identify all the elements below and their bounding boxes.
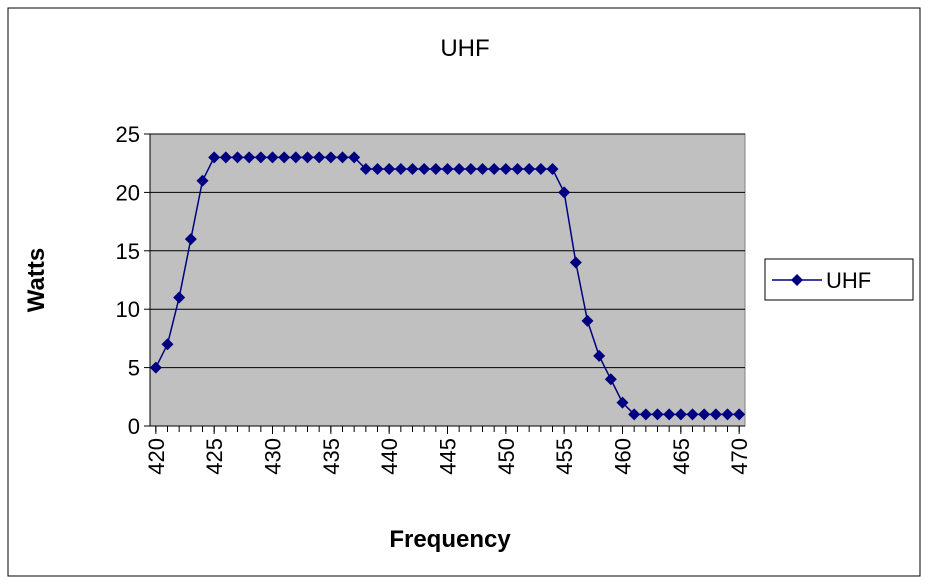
point-marker — [546, 163, 559, 176]
x-tick-label: 440 — [377, 438, 402, 475]
point-marker — [523, 163, 536, 176]
point-marker — [511, 163, 524, 176]
point-marker — [406, 163, 419, 176]
x-tick-label: 455 — [552, 438, 577, 475]
x-tick-label: 420 — [144, 438, 169, 475]
x-tick-label: 430 — [261, 438, 286, 475]
point-marker — [604, 373, 617, 386]
point-marker — [709, 408, 722, 421]
point-marker — [383, 163, 396, 176]
y-tick-label: 20 — [116, 180, 140, 205]
point-marker — [219, 151, 232, 164]
y-tick-label: 0 — [128, 414, 140, 439]
point-marker — [674, 408, 687, 421]
point-marker — [289, 151, 302, 164]
point-marker — [149, 361, 162, 374]
x-tick-label: 450 — [494, 438, 519, 475]
x-tick-label: 465 — [669, 438, 694, 475]
point-marker — [639, 408, 652, 421]
point-marker — [278, 151, 291, 164]
point-marker — [394, 163, 407, 176]
y-tick-label: 25 — [116, 122, 140, 147]
point-marker — [348, 151, 361, 164]
point-marker — [721, 408, 734, 421]
point-marker — [161, 338, 174, 351]
point-marker — [266, 151, 279, 164]
point-marker — [663, 408, 676, 421]
y-tick-label: 15 — [116, 239, 140, 264]
point-marker — [733, 408, 746, 421]
point-marker — [196, 174, 209, 187]
point-marker — [208, 151, 221, 164]
y-axis-label: Watts — [23, 248, 50, 312]
point-marker — [651, 408, 664, 421]
plot-area — [149, 133, 746, 427]
x-tick-label: 445 — [436, 438, 461, 475]
point-marker — [534, 163, 547, 176]
point-marker — [184, 233, 197, 246]
point-marker — [628, 408, 641, 421]
legend-marker — [791, 274, 803, 286]
x-tick-label: 435 — [319, 438, 344, 475]
point-marker — [301, 151, 314, 164]
point-marker — [488, 163, 501, 176]
x-tick-label: 425 — [202, 438, 227, 475]
point-marker — [464, 163, 477, 176]
point-marker — [558, 186, 571, 199]
point-marker — [243, 151, 256, 164]
point-marker — [173, 291, 186, 304]
point-marker — [359, 163, 372, 176]
point-marker — [254, 151, 267, 164]
point-marker — [441, 163, 454, 176]
point-marker — [313, 151, 326, 164]
x-tick-label: 460 — [611, 438, 636, 475]
point-marker — [371, 163, 384, 176]
point-marker — [581, 314, 594, 327]
point-marker — [476, 163, 489, 176]
point-marker — [453, 163, 466, 176]
point-marker — [686, 408, 699, 421]
point-marker — [429, 163, 442, 176]
point-marker — [593, 349, 606, 362]
y-tick-label: 10 — [116, 297, 140, 322]
point-marker — [569, 256, 582, 269]
legend-label: UHF — [826, 268, 871, 293]
x-axis-label: Frequency — [389, 526, 511, 553]
point-marker — [499, 163, 512, 176]
point-marker — [698, 408, 711, 421]
point-marker — [231, 151, 244, 164]
point-marker — [336, 151, 349, 164]
point-marker — [616, 396, 629, 409]
point-marker — [324, 151, 337, 164]
point-marker — [418, 163, 431, 176]
y-tick-label: 5 — [128, 356, 140, 381]
chart-title: UHF — [440, 35, 489, 62]
x-tick-label: 470 — [727, 438, 752, 475]
